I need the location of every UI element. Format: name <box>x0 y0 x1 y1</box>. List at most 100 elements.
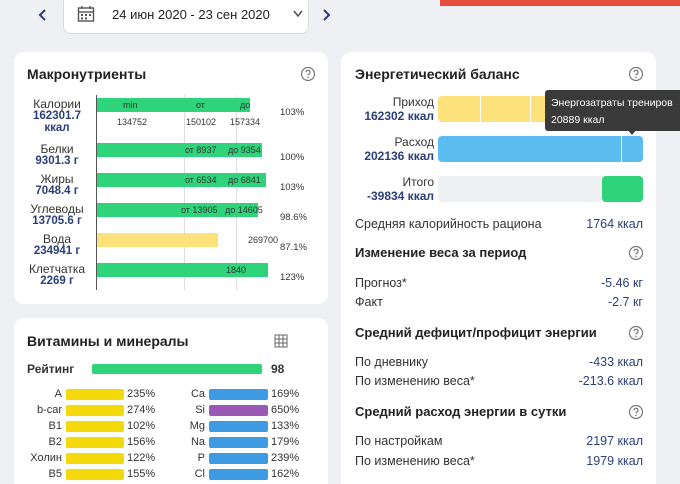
mineral-percent: 650% <box>271 404 300 416</box>
mineral-name: Cl <box>194 468 205 480</box>
energy-value: -39834 ккал <box>366 189 434 203</box>
bar-label: от 6534 <box>185 175 217 185</box>
section-title: Изменение веса за период <box>355 245 527 260</box>
energy-name: Расход <box>394 135 434 149</box>
stat-label: По дневнику <box>355 355 428 369</box>
next-arrow[interactable] <box>319 8 333 22</box>
help-icon[interactable] <box>628 245 644 261</box>
vitamin-name: b-car <box>36 404 62 416</box>
vitamin-bar <box>66 453 124 464</box>
nutrient-amount: 13705.6 г <box>32 215 82 227</box>
mineral-bar <box>209 453 268 464</box>
mineral-name: P <box>197 452 205 464</box>
mineral-name: Ca <box>190 388 205 400</box>
axis-line <box>96 95 97 290</box>
mineral-bar <box>209 389 268 400</box>
bar-label: до 14605 <box>225 205 263 215</box>
tooltip <box>545 90 680 131</box>
card-title: Макронутриенты <box>27 66 147 82</box>
bar-label: min <box>123 100 138 110</box>
dropdown-chevron[interactable] <box>292 9 304 19</box>
mineral-bar <box>209 405 268 416</box>
rating-bar <box>92 364 262 374</box>
nutrient-percent: 103% <box>280 182 305 193</box>
bar-label: от <box>196 100 205 110</box>
stat-value: 1979 ккал <box>586 454 643 468</box>
nutrient-bar <box>97 233 218 247</box>
vitamin-name: B2 <box>48 436 62 448</box>
energy-value: 162302 ккал <box>364 109 434 123</box>
rating-value: 98 <box>271 362 285 376</box>
nutrient-amount: 9301.3 г <box>35 155 79 167</box>
vitamin-name: A <box>54 388 62 400</box>
help-icon[interactable] <box>628 325 644 341</box>
nutrient-name: Жиры <box>40 172 74 186</box>
nutrient-name: Белки <box>40 142 74 156</box>
nutrient-amount: 2269 г <box>40 275 74 287</box>
norm-line <box>184 95 185 290</box>
nutrient-unit: ккал <box>44 122 70 134</box>
energy-name: Приход <box>392 95 434 109</box>
norm-line <box>236 95 237 290</box>
help-icon[interactable] <box>628 404 644 420</box>
nutrient-percent: 87.1% <box>280 242 307 253</box>
mineral-name: Mg <box>189 420 205 432</box>
nutrient-percent: 98.6% <box>280 212 307 223</box>
nutrient-bar <box>97 143 262 157</box>
card-title: Витамины и минералы <box>27 333 189 349</box>
bar-label: 1840 <box>226 265 247 275</box>
nutrient-amount: 7048.4 г <box>35 185 79 197</box>
stat-label: Факт <box>355 295 383 309</box>
vitamin-percent: 122% <box>127 452 156 464</box>
mineral-bar <box>209 469 268 480</box>
mineral-percent: 133% <box>271 420 300 432</box>
prev-arrow[interactable] <box>36 8 50 22</box>
energy-bar <box>602 176 643 202</box>
nutrient-percent: 123% <box>280 272 305 283</box>
vitamin-name: B1 <box>48 420 62 432</box>
vitamin-percent: 274% <box>127 404 156 416</box>
stat-value: -433 ккал <box>589 355 643 369</box>
bar-label: от 8937 <box>185 145 217 155</box>
table-icon[interactable] <box>274 334 288 348</box>
bar-label: до 6841 <box>228 175 261 185</box>
top-strip <box>440 0 680 6</box>
avg-value: 1764 ккал <box>586 217 643 231</box>
stat-label: По изменению веса* <box>355 454 475 468</box>
vitamin-bar <box>66 469 124 480</box>
mineral-percent: 162% <box>271 468 300 480</box>
nutrient-name: Калории <box>33 97 81 111</box>
energy-bar <box>438 136 643 162</box>
vitamin-percent: 102% <box>127 420 156 432</box>
nutrient-bar <box>97 173 266 187</box>
vitamin-name: Холин <box>30 452 62 464</box>
nutrient-bar <box>97 98 250 112</box>
date-picker[interactable] <box>63 0 309 34</box>
bar-label: до <box>240 100 251 110</box>
vitamin-percent: 235% <box>127 388 156 400</box>
bar-divider <box>621 136 622 162</box>
mineral-percent: 179% <box>271 436 300 448</box>
nutrient-bar <box>97 203 258 217</box>
energy-name: Итого <box>402 175 434 189</box>
stat-value: 2197 ккал <box>586 434 643 448</box>
tooltip-arrow <box>627 129 637 135</box>
avg-label: Средняя калорийность рациона <box>355 217 542 231</box>
section-title: Средний расход энергии в сутки <box>355 404 567 419</box>
stat-label: Прогноз* <box>355 276 407 290</box>
nutrient-percent: 103% <box>280 107 305 118</box>
nutrient-amount: 162301.7 <box>33 110 81 122</box>
vitamin-percent: 155% <box>127 468 156 480</box>
stat-label: По настройкам <box>355 434 443 448</box>
nutrient-name: Клетчатка <box>28 262 86 276</box>
nutrient-percent: 100% <box>280 152 305 163</box>
help-icon[interactable] <box>628 66 644 82</box>
mineral-bar <box>209 437 268 448</box>
help-icon[interactable] <box>300 66 316 82</box>
stat-value: -213.6 ккал <box>578 374 643 388</box>
vitamin-bar <box>66 437 124 448</box>
mineral-percent: 169% <box>271 388 300 400</box>
mineral-percent: 239% <box>271 452 300 464</box>
vitamin-percent: 156% <box>127 436 156 448</box>
norm-value: 134752 <box>117 117 148 127</box>
